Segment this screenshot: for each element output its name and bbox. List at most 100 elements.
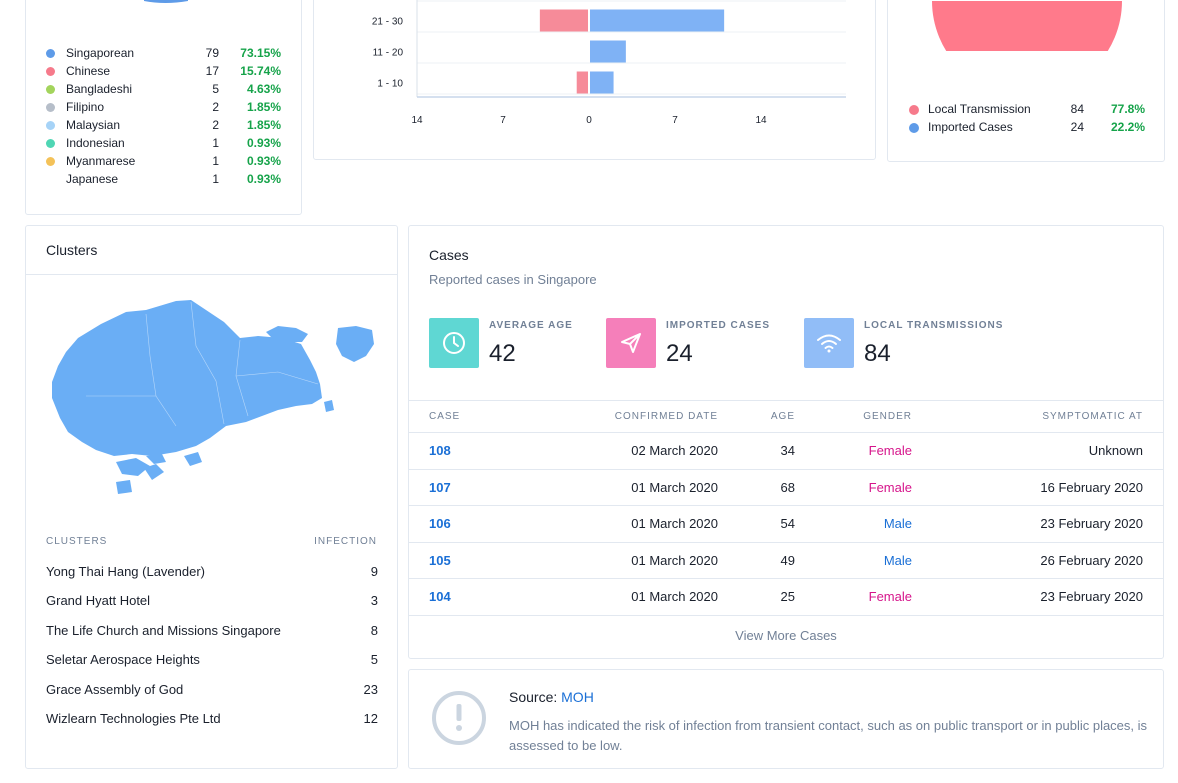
nationality-percent: 1.85% xyxy=(246,118,281,132)
clusters-card: Clusters CLUSTERS INFECTION Yong Thai Ha… xyxy=(25,225,398,769)
case-confirmed-date: 01 March 2020 xyxy=(631,552,718,568)
cluster-name: Yong Thai Hang (Lavender) xyxy=(46,564,206,579)
age-bar xyxy=(590,40,626,63)
case-symptomatic-at: Unknown xyxy=(1088,443,1143,458)
legend-dot xyxy=(46,157,55,166)
nationality-percent: 0.93% xyxy=(246,136,281,150)
case-id-link[interactable]: 108 xyxy=(429,443,451,458)
cluster-name: The Life Church and Missions Singapore xyxy=(46,623,281,638)
transmission-name: Local Transmission xyxy=(928,102,1031,116)
table-top-line xyxy=(409,400,1163,401)
nationality-name: Japanese xyxy=(66,172,119,186)
x-tick-label: 0 xyxy=(586,115,592,126)
cases-subtitle: Reported cases in Singapore xyxy=(429,272,597,287)
cluster-name: Wizlearn Technologies Pte Ltd xyxy=(46,711,221,726)
average-age-value: 42 xyxy=(489,340,516,367)
case-gender: Female xyxy=(868,443,912,458)
cluster-infection-count: 8 xyxy=(370,623,378,638)
nationality-count: 5 xyxy=(212,82,219,96)
cluster-name: Grand Hyatt Hotel xyxy=(46,593,151,608)
case-id-link[interactable]: 106 xyxy=(429,516,451,531)
local-transmissions-tile xyxy=(804,318,854,368)
transmission-pie xyxy=(932,1,1122,51)
x-tick-label: 7 xyxy=(672,115,678,126)
nationality-row: Myanmarese 1 0.93% xyxy=(45,153,285,171)
nationality-count: 79 xyxy=(205,46,219,60)
clock-icon xyxy=(443,332,465,354)
clusters-col-name: CLUSTERS xyxy=(46,536,108,547)
age-bar xyxy=(576,71,588,94)
nationality-name: Myanmarese xyxy=(66,154,136,168)
case-gender: Female xyxy=(868,479,912,495)
nationality-name: Filipino xyxy=(66,100,105,114)
transmission-percent: 77.8% xyxy=(1110,102,1145,116)
source-card: Source: MOH MOH has indicated the risk o… xyxy=(408,669,1164,769)
age-bar xyxy=(590,9,725,32)
case-symptomatic-at: 23 February 2020 xyxy=(1040,589,1143,604)
nationality-percent: 1.85% xyxy=(246,100,281,114)
x-tick-label: 14 xyxy=(411,115,423,126)
case-age: 68 xyxy=(780,479,795,495)
imported-cases-tile xyxy=(606,318,656,368)
nationality-percent: 73.15% xyxy=(240,46,281,60)
nationality-count: 1 xyxy=(212,154,219,168)
category-label: 21 - 30 xyxy=(372,17,404,28)
table-header-line xyxy=(409,432,1163,433)
age-chart-card: 21 - 30 11 - 20 1 - 10 14 7 0 7 14 xyxy=(313,0,876,160)
case-confirmed-date: 02 March 2020 xyxy=(631,443,718,458)
case-symptomatic-at: 16 February 2020 xyxy=(1040,479,1143,495)
nationality-name: Malaysian xyxy=(66,118,121,132)
nationality-row: Japanese 1 0.93% xyxy=(45,171,285,189)
case-id-link[interactable]: 107 xyxy=(429,479,451,495)
legend-dot xyxy=(46,85,55,94)
legend-dot xyxy=(46,103,55,112)
cases-title: Cases xyxy=(429,247,469,263)
transmission-percent: 22.2% xyxy=(1110,120,1145,134)
wifi-icon xyxy=(817,334,841,353)
th-confirmed-date: CONFIRMED DATE xyxy=(614,411,718,422)
th-age: AGE xyxy=(770,411,795,422)
nationality-pie-top xyxy=(144,0,188,3)
legend-dot xyxy=(46,121,55,130)
cluster-infection-count: 5 xyxy=(370,652,378,667)
source-line: Source: MOH xyxy=(509,689,594,705)
case-age: 54 xyxy=(780,516,795,531)
transmission-count: 24 xyxy=(1070,120,1084,134)
cluster-infection-count: 23 xyxy=(363,682,378,697)
table-row-divider xyxy=(409,505,1163,506)
th-symptomatic: SYMPTOMATIC AT xyxy=(1042,411,1143,422)
average-age-label: AVERAGE AGE xyxy=(489,320,573,331)
table-row-divider xyxy=(409,541,1163,543)
case-symptomatic-at: 26 February 2020 xyxy=(1040,552,1143,568)
nationality-count: 1 xyxy=(212,136,219,150)
clusters-divider xyxy=(26,274,397,275)
table-row-divider xyxy=(409,614,1163,616)
table-row-divider xyxy=(409,578,1163,579)
cluster-row: Seletar Aerospace Heights 5 xyxy=(46,652,378,670)
legend-dot xyxy=(46,175,55,184)
table-row-divider xyxy=(409,468,1163,470)
nationality-row: Singaporean 79 73.15% xyxy=(45,45,285,63)
case-gender: Male xyxy=(883,552,912,568)
singapore-map xyxy=(52,300,374,494)
cases-card: Cases Reported cases in Singapore AVERAG… xyxy=(408,225,1164,659)
moh-link[interactable]: MOH xyxy=(561,689,594,705)
nationality-name: Indonesian xyxy=(66,136,125,150)
case-id-link[interactable]: 104 xyxy=(429,589,451,604)
nationality-percent: 0.93% xyxy=(246,172,281,186)
case-id-link[interactable]: 105 xyxy=(429,552,451,568)
nationality-name: Singaporean xyxy=(66,46,135,60)
case-confirmed-date: 01 March 2020 xyxy=(631,589,718,604)
view-more-cases-button[interactable]: View More Cases xyxy=(735,628,837,643)
average-age-tile xyxy=(429,318,479,368)
legend-dot xyxy=(909,105,919,115)
case-confirmed-date: 01 March 2020 xyxy=(631,479,718,495)
nationality-count: 1 xyxy=(212,172,219,186)
age-bar xyxy=(539,9,588,32)
cluster-infection-count: 3 xyxy=(370,593,378,608)
cluster-row: Yong Thai Hang (Lavender) 9 xyxy=(46,564,378,582)
nationality-count: 17 xyxy=(205,64,219,78)
case-gender: Female xyxy=(868,589,912,604)
local-transmissions-value: 84 xyxy=(864,340,891,367)
age-bar xyxy=(590,71,614,94)
